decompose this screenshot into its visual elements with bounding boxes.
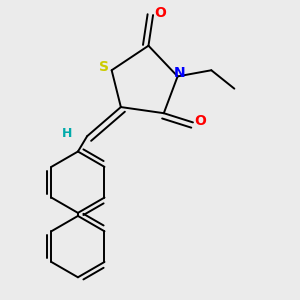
Text: O: O [195, 114, 206, 128]
Text: N: N [173, 66, 185, 80]
Text: O: O [154, 6, 166, 20]
Text: S: S [99, 60, 109, 74]
Text: H: H [62, 127, 72, 140]
